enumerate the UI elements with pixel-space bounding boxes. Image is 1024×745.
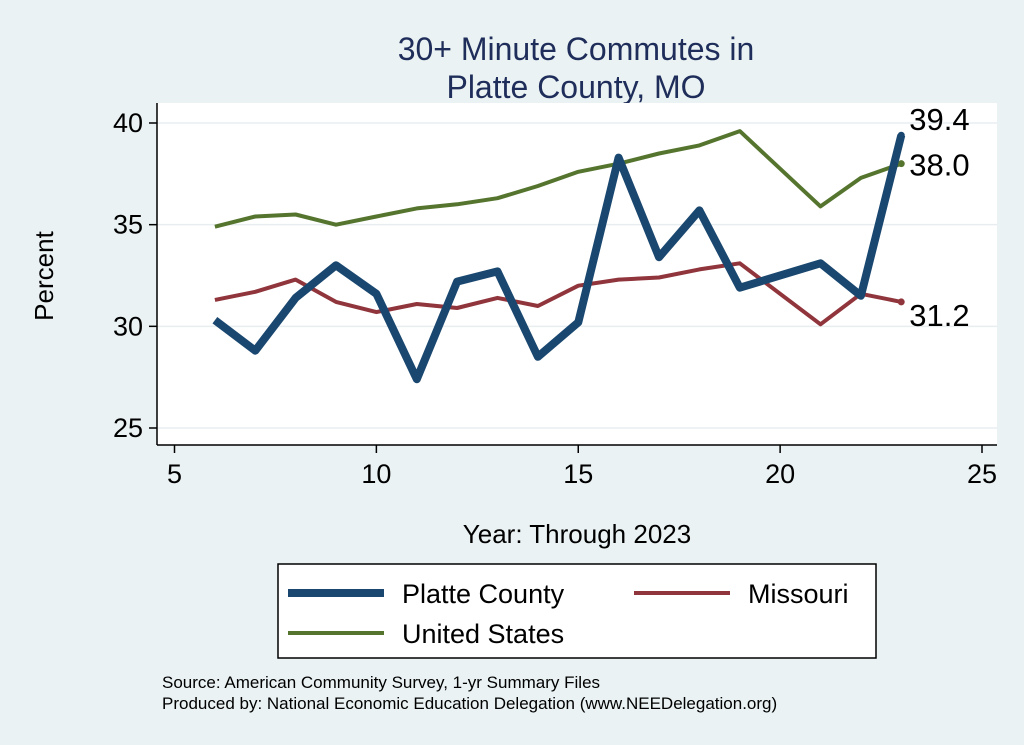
x-tick-label: 15	[563, 459, 593, 489]
end-labels: 39.4 31.2 38.0	[909, 102, 969, 333]
legend-label: Missouri	[748, 579, 849, 609]
x-tick-label: 25	[967, 459, 997, 489]
legend-box	[277, 563, 877, 659]
series-end-point	[897, 298, 905, 306]
series-line-united-states	[214, 129, 902, 229]
end-label-platte-county: 39.4	[909, 102, 969, 137]
legend: Platte County Missouri United States	[277, 563, 877, 659]
legend-label: United States	[402, 619, 564, 649]
x-tick-label: 20	[765, 459, 795, 489]
gridlines	[157, 122, 997, 429]
series-end-point	[897, 160, 905, 168]
end-label-missouri: 31.2	[909, 298, 969, 333]
x-tick-label: 10	[361, 459, 391, 489]
legend-label: Platte County	[402, 579, 565, 609]
axes: 25 30 35 40 5 10 15 20 25	[113, 103, 997, 489]
source-note: Source: American Community Survey, 1-yr …	[162, 673, 600, 692]
y-tick-label: 40	[113, 108, 143, 138]
y-tick-label: 25	[113, 413, 143, 443]
plot-area	[157, 103, 997, 445]
produced-by-note: Produced by: National Economic Education…	[162, 694, 777, 713]
y-axis-title: Percent	[29, 230, 59, 320]
end-label-united-states: 38.0	[909, 148, 969, 183]
series-lines	[212, 129, 906, 384]
y-tick-label: 35	[113, 210, 143, 240]
chart-title-line-2: Platte County, MO	[446, 69, 705, 105]
series-line-platte-county	[212, 134, 906, 384]
x-axis-title: Year: Through 2023	[463, 519, 691, 549]
y-tick-label: 30	[113, 311, 143, 341]
chart-title-line-1: 30+ Minute Commutes in	[398, 31, 755, 67]
series-end-point	[897, 131, 905, 139]
x-tick-label: 5	[167, 459, 182, 489]
